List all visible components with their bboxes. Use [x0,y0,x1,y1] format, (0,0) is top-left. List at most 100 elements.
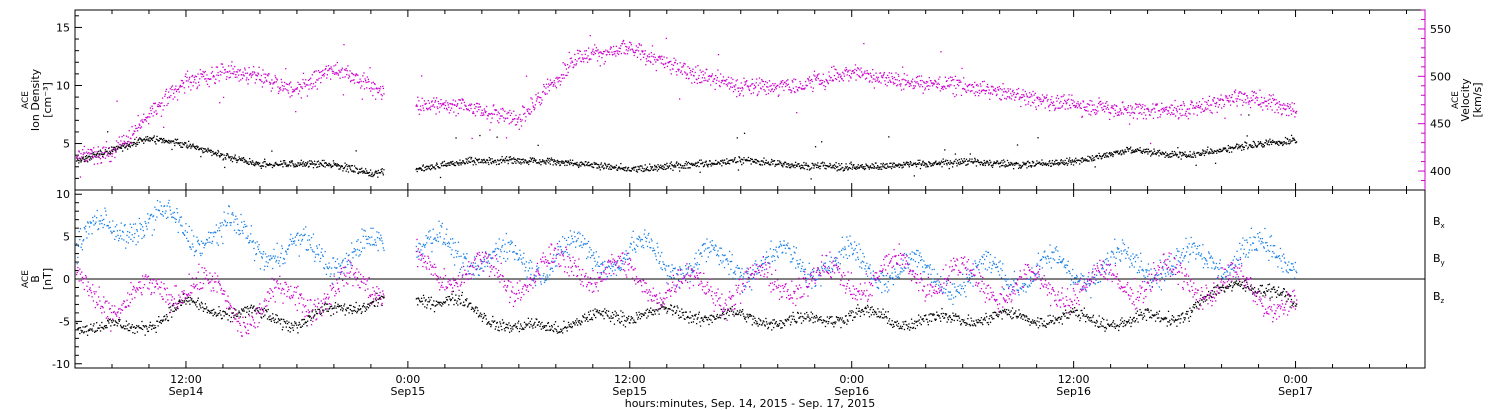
bx-point [228,308,230,310]
bx-point [156,320,159,322]
velocity-point [1197,104,1200,107]
velocity-point [503,120,505,122]
density-point [1024,163,1026,165]
density-point [1106,155,1109,157]
velocity-point [1072,99,1074,101]
velocity-point [858,75,861,78]
velocity-point [803,88,806,90]
bx-point [136,324,138,327]
velocity-point [769,90,772,93]
density-point [537,144,539,147]
velocity-point [1250,97,1252,99]
density-point [497,159,499,161]
density-point [1187,155,1190,157]
density-point [722,162,725,164]
velocity-point [591,53,593,55]
density-point [919,167,922,170]
bx-point [253,305,255,307]
velocity-point [1166,113,1168,115]
velocity-point [1059,107,1061,109]
velocity-point [626,53,629,55]
velocity-point [734,89,736,91]
density-point [480,161,482,164]
density-point [328,163,331,165]
velocity-point [440,105,443,107]
velocity-point [166,97,169,99]
density-point [583,163,585,166]
velocity-point [519,113,521,116]
bx-point [350,304,352,307]
velocity-point [583,57,585,59]
density-point [1245,144,1247,147]
bx-point [256,307,258,310]
y-left-tick-label: 10 [56,79,70,92]
density-point [852,164,854,167]
velocity-point [534,104,537,106]
density-point [995,162,997,165]
density-point [928,161,930,164]
velocity-point [329,67,331,70]
density-point [1040,163,1042,166]
density-point [909,160,912,163]
velocity-point [283,85,285,87]
velocity-point [163,105,165,107]
bx-point [316,312,319,315]
velocity-point [1040,103,1043,105]
velocity-point [245,79,247,81]
velocity-point [641,50,643,52]
density-point [1168,156,1171,158]
velocity-point [1168,112,1170,114]
velocity-point [127,136,129,138]
velocity-point [747,85,749,87]
density-point [346,168,348,170]
velocity-point [949,76,952,78]
density-point [436,163,438,165]
density-point [1228,151,1231,154]
velocity-point [1238,91,1241,93]
density-point [193,145,195,148]
velocity-point [204,70,206,73]
bx-point [340,309,342,311]
density-point [227,154,229,156]
bx-point [301,325,304,327]
velocity-point [1159,114,1162,116]
bx-point [287,330,289,332]
velocity-point [778,94,780,96]
velocity-point [868,73,870,75]
velocity-point [1080,107,1082,110]
bx-point [318,308,320,311]
density-point [1184,155,1187,157]
velocity-point [1212,100,1214,102]
density-point [667,167,669,169]
velocity-point [1087,103,1090,105]
velocity-point [156,105,159,108]
density-point [925,163,928,165]
velocity-point [843,73,845,75]
density-point [690,163,692,165]
velocity-point [971,90,973,92]
density-point [572,164,574,167]
density-point [1229,146,1231,148]
density-point [247,161,249,163]
velocity-point [1172,109,1175,111]
density-point [449,161,452,163]
density-point [327,164,329,166]
velocity-point [899,83,901,85]
velocity-point [1216,101,1218,104]
velocity-point [1083,106,1085,109]
density-point [214,152,216,154]
density-point [1114,151,1116,153]
density-point [596,167,598,169]
velocity-point [870,76,873,78]
density-point [111,150,114,153]
velocity-point [992,86,994,88]
density-point [756,162,758,164]
velocity-point [720,81,722,84]
velocity-point [115,151,117,153]
velocity-point [823,81,826,83]
velocity-point [442,102,444,104]
density-point [430,164,432,166]
bx-point [143,326,146,328]
density-point [1194,154,1196,157]
density-point [1067,160,1070,162]
